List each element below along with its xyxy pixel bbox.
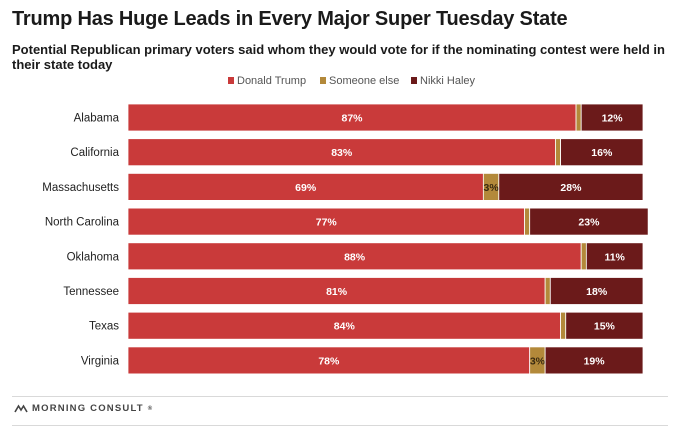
bar-donald-trump <box>127 346 531 375</box>
category-label: Texas <box>89 321 119 333</box>
brand-logo: MORNING CONSULT ® <box>14 403 152 414</box>
bar-donald-trump <box>127 172 484 201</box>
bar-donald-trump <box>127 207 525 236</box>
data-label: 81% <box>326 286 348 298</box>
category-label: Massachusetts <box>42 182 119 194</box>
data-label: 77% <box>316 217 338 229</box>
legend-swatch-someone-else <box>320 77 326 84</box>
data-label: 69% <box>295 182 317 194</box>
bar-someone-else <box>555 138 562 167</box>
brand-name: MORNING CONSULT <box>32 403 144 414</box>
legend-label-someone-else: Someone else <box>329 75 399 87</box>
category-label: North Carolina <box>45 217 120 229</box>
footer-divider <box>12 396 668 397</box>
bar-nikki-haley <box>544 346 644 375</box>
data-label: 3% <box>530 355 546 367</box>
bar-donald-trump <box>127 138 556 167</box>
data-label: 83% <box>331 147 353 159</box>
bar-donald-trump <box>127 242 582 271</box>
legend-swatch-donald-trump <box>228 77 234 84</box>
bar-donald-trump <box>127 311 562 340</box>
bar-someone-else <box>524 207 531 236</box>
category-label: Alabama <box>74 113 120 125</box>
data-label: 88% <box>344 251 366 263</box>
data-label: 19% <box>584 355 606 367</box>
bar-nikki-haley <box>580 103 644 132</box>
category-label: Virginia <box>81 355 120 367</box>
data-label: 84% <box>334 321 356 333</box>
bar-someone-else <box>575 103 582 132</box>
legend-label-donald-trump: Donald Trump <box>237 75 306 87</box>
data-label: 16% <box>591 147 613 159</box>
category-label: Tennessee <box>63 286 119 298</box>
data-label: 15% <box>594 321 616 333</box>
legend-swatch-nikki-haley <box>411 77 417 84</box>
legend-label-nikki-haley: Nikki Haley <box>420 75 476 87</box>
data-label: 28% <box>560 182 582 194</box>
bar-nikki-haley <box>529 207 649 236</box>
bar-nikki-haley <box>498 172 644 201</box>
data-label: 3% <box>483 182 499 194</box>
chart-title: Trump Has Huge Leads in Every Major Supe… <box>12 8 568 30</box>
data-label: 78% <box>318 355 340 367</box>
morning-consult-icon <box>14 404 28 413</box>
category-label: California <box>70 147 119 159</box>
bar-someone-else <box>544 277 551 305</box>
data-label: 12% <box>602 113 624 125</box>
bar-someone-else <box>560 311 567 340</box>
bar-nikki-haley <box>585 242 644 271</box>
bottom-divider <box>12 425 668 426</box>
bar-nikki-haley <box>549 277 644 305</box>
category-label: Oklahoma <box>67 251 120 263</box>
data-label: 87% <box>342 113 364 125</box>
bar-nikki-haley <box>560 138 644 167</box>
bar-donald-trump <box>127 103 577 132</box>
data-label: 18% <box>586 286 608 298</box>
bar-donald-trump <box>127 277 546 305</box>
brand-registered-mark: ® <box>147 405 153 412</box>
data-label: 23% <box>578 217 600 229</box>
chart-subtitle: Potential Republican primary voters said… <box>12 42 665 72</box>
data-label: 11% <box>604 251 625 263</box>
bar-someone-else <box>580 242 587 271</box>
bar-nikki-haley <box>565 311 644 340</box>
